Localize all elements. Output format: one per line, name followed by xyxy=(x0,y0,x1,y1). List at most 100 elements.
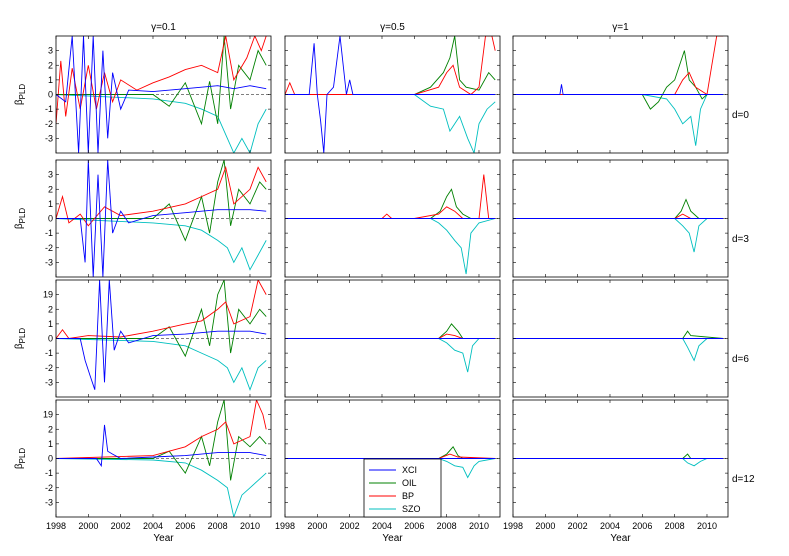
x-tick-label: 2010 xyxy=(469,521,489,531)
x-tick-label: 2000 xyxy=(535,521,555,531)
y-tick-label: 1 xyxy=(48,439,53,449)
row-label: d=0 xyxy=(732,110,749,121)
row-label: d=12 xyxy=(732,474,755,485)
series-line-bp xyxy=(56,400,267,459)
panel-r1-c1 xyxy=(284,159,501,278)
panel-r2-c0: -3 -2 -1 0 1 2 19 βPLD xyxy=(14,279,272,398)
panel-plot-area xyxy=(56,36,271,153)
series-line-oil xyxy=(285,36,496,95)
x-axis-label: Year xyxy=(153,533,174,544)
series-line-oil xyxy=(56,36,267,126)
y-tick-label: 2 xyxy=(48,424,53,434)
series-line-xci xyxy=(56,424,267,468)
series-line-oil xyxy=(285,188,496,219)
y-tick-label: -1 xyxy=(45,228,53,238)
series-line-oil xyxy=(56,400,267,481)
panel-r0-c0: -3 -2 -1 0 1 2 3 γ=0.1 βPLD xyxy=(14,22,272,154)
series-line-szo xyxy=(513,338,724,362)
series-line-oil xyxy=(513,453,724,459)
panel-plot-area xyxy=(513,198,728,253)
panel-plot-area xyxy=(56,280,271,391)
x-tick-label: 2004 xyxy=(372,521,392,531)
series-line-bp xyxy=(513,36,724,96)
series-line-oil xyxy=(285,323,496,339)
series-line-szo xyxy=(56,218,267,271)
x-tick-label: 2008 xyxy=(665,521,685,531)
series-line-szo xyxy=(285,338,496,373)
y-tick-label: 0 xyxy=(48,454,53,464)
x-tick-label: 2004 xyxy=(143,521,163,531)
y-tick-label: -1 xyxy=(45,104,53,114)
legend: XCI OIL BP SZO xyxy=(363,458,442,518)
x-tick-label: 2004 xyxy=(600,521,620,531)
panel-plot-area xyxy=(285,174,500,275)
panel-plot-area xyxy=(56,400,271,517)
y-tick-label: 2 xyxy=(48,184,53,194)
y-tick-label: -2 xyxy=(45,243,53,253)
panel-plot-area xyxy=(285,323,500,373)
legend-box xyxy=(363,458,442,518)
series-line-szo xyxy=(513,458,724,467)
series-line-oil xyxy=(513,198,724,219)
x-tick-label: 2002 xyxy=(111,521,131,531)
legend-label-oil: OIL xyxy=(402,478,417,488)
y-tick-label: 0 xyxy=(48,214,53,224)
series-line-szo xyxy=(513,94,724,146)
series-line-bp xyxy=(513,213,724,219)
y-tick-label: -2 xyxy=(45,483,53,493)
panel-r2-c2: d=6 xyxy=(512,279,749,398)
panel-r3-c2: 1998 2000 2002 2004 2006 2008 2010 d=12 Year xyxy=(503,399,755,544)
panel-plot-area xyxy=(285,446,500,479)
series-line-bp xyxy=(56,36,267,124)
series-line-szo xyxy=(285,94,496,153)
series-line-bp xyxy=(285,453,496,459)
series-line-bp xyxy=(285,333,496,339)
y-tick-label: 19 xyxy=(43,410,53,420)
series-line-szo xyxy=(56,94,267,153)
series-line-bp xyxy=(285,174,496,219)
y-tick-label: -3 xyxy=(45,377,53,387)
y-tick-label: 0 xyxy=(48,90,53,100)
panel-plot-area xyxy=(513,36,728,146)
y-axis-label: βPLD xyxy=(14,208,27,230)
x-tick-label: 2010 xyxy=(240,521,260,531)
y-tick-label: -3 xyxy=(45,257,53,267)
x-axis-label: Year xyxy=(382,533,403,544)
y-tick-label: 3 xyxy=(48,170,53,180)
y-tick-label: 0 xyxy=(48,334,53,344)
series-line-xci xyxy=(513,84,724,95)
x-axis-label: Year xyxy=(610,533,631,544)
panel-plot-area xyxy=(285,36,500,153)
x-tick-label: 1998 xyxy=(275,521,295,531)
panel-r0-c1: γ=0.5 xyxy=(284,22,501,154)
series-line-szo xyxy=(285,218,496,275)
y-tick-label: 3 xyxy=(48,46,53,56)
x-tick-label: 2006 xyxy=(175,521,195,531)
series-line-xci xyxy=(56,280,267,390)
y-tick-label: -3 xyxy=(45,497,53,507)
x-tick-label: 2000 xyxy=(307,521,327,531)
column-title: γ=1 xyxy=(612,22,629,33)
panel-r2-c1 xyxy=(284,279,501,398)
row-label: d=6 xyxy=(732,354,749,365)
series-line-oil xyxy=(285,446,496,459)
series-line-szo xyxy=(513,218,724,253)
panel-r1-c0: -3 -2 -1 0 1 2 3 βPLD xyxy=(14,159,272,278)
x-tick-label: 2010 xyxy=(697,521,717,531)
series-line-oil xyxy=(513,50,724,110)
x-tick-label: 2006 xyxy=(632,521,652,531)
x-tick-label: 2008 xyxy=(437,521,457,531)
series-line-xci xyxy=(56,160,267,277)
x-tick-label: 1998 xyxy=(46,521,66,531)
x-tick-label: 1998 xyxy=(503,521,523,531)
y-tick-label: 1 xyxy=(48,319,53,329)
x-tick-label: 2000 xyxy=(78,521,98,531)
y-tick-label: 2 xyxy=(48,60,53,70)
y-tick-label: 19 xyxy=(43,290,53,300)
panel-r0-c2: γ=1 d=0 xyxy=(512,22,749,154)
column-title: γ=0.5 xyxy=(380,22,405,33)
x-tick-label: 2002 xyxy=(340,521,360,531)
series-line-xci xyxy=(285,36,496,153)
panel-plot-area xyxy=(56,160,271,277)
series-line-oil xyxy=(56,160,267,242)
